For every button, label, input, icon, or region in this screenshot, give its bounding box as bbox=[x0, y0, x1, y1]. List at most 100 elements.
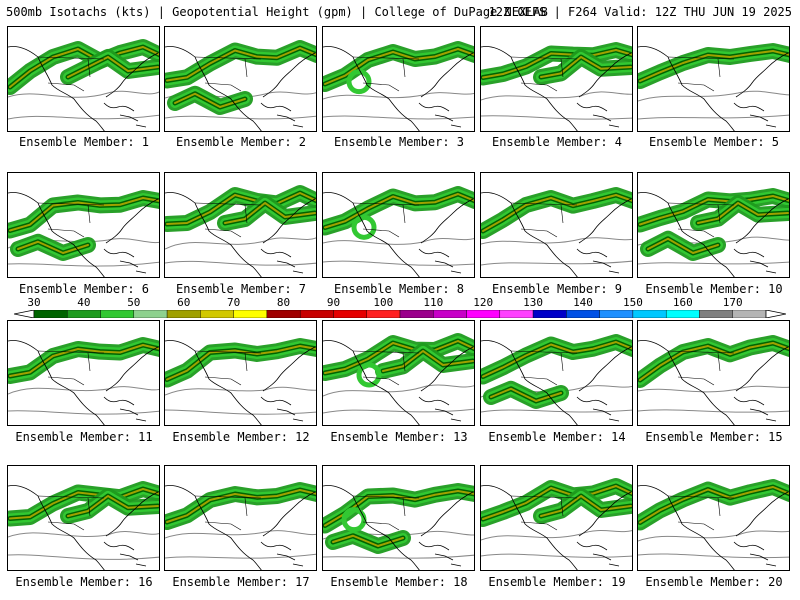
jet-stream bbox=[638, 335, 789, 388]
height-contours bbox=[323, 237, 474, 266]
ensemble-member-label: Ensemble Member: 17 bbox=[172, 575, 310, 589]
coastlines bbox=[8, 340, 159, 425]
jet-stream bbox=[323, 483, 474, 534]
jet-stream bbox=[638, 43, 789, 89]
scale-tick-label: 80 bbox=[276, 296, 291, 309]
ensemble-map-panel bbox=[164, 26, 317, 132]
coastlines bbox=[165, 485, 316, 570]
ensemble-member-label: Ensemble Member: 12 bbox=[172, 430, 310, 444]
jet-stream bbox=[533, 488, 632, 524]
closed-low-circulation bbox=[356, 362, 382, 388]
ensemble-member-label: Ensemble Member: 19 bbox=[488, 575, 626, 589]
ensemble-member-label: Ensemble Member: 4 bbox=[491, 135, 623, 149]
ensemble-member-label: Ensemble Member: 20 bbox=[645, 575, 783, 589]
jet-stream bbox=[10, 233, 96, 261]
scale-tick-label: 90 bbox=[326, 296, 341, 309]
ensemble-member-label: Ensemble Member: 9 bbox=[491, 282, 623, 296]
scale-tick-label: 140 bbox=[573, 296, 593, 309]
jet-stream bbox=[165, 40, 316, 89]
scale-tick-label: 150 bbox=[622, 296, 643, 309]
colorbar-swatch bbox=[366, 310, 401, 318]
ensemble-member-label: Ensemble Member: 14 bbox=[488, 430, 626, 444]
ensemble-map-panel bbox=[164, 172, 317, 278]
colorbar-swatch bbox=[499, 310, 534, 318]
colorbar-swatch bbox=[566, 310, 600, 318]
jet-stream bbox=[483, 380, 569, 409]
jet-stream bbox=[165, 185, 316, 232]
colorbar-swatch bbox=[433, 310, 467, 318]
colorbar-swatch bbox=[732, 310, 767, 318]
coastlines bbox=[8, 192, 159, 277]
jet-stream bbox=[167, 85, 253, 115]
colorbar-swatch bbox=[466, 310, 501, 318]
coastlines bbox=[638, 46, 789, 131]
jet-stream bbox=[217, 195, 316, 231]
coastlines bbox=[638, 485, 789, 570]
ensemble-map-panel bbox=[322, 172, 475, 278]
height-contours bbox=[481, 529, 632, 558]
height-contours bbox=[638, 530, 789, 559]
colorbar-swatch bbox=[699, 310, 733, 318]
scale-tick-label: 50 bbox=[127, 296, 141, 309]
ensemble-member-label: Ensemble Member: 16 bbox=[15, 575, 153, 589]
coastlines bbox=[323, 340, 474, 425]
jet-stream bbox=[638, 479, 789, 531]
scale-tick-label: 60 bbox=[177, 296, 191, 309]
ensemble-map-panel bbox=[322, 465, 475, 571]
jet-stream bbox=[8, 337, 159, 384]
ensemble-member-label: Ensemble Member: 1 bbox=[18, 135, 150, 149]
jet-stream bbox=[323, 186, 474, 236]
ensemble-member-label: Ensemble Member: 7 bbox=[175, 282, 307, 296]
ensemble-member-label: Ensemble Member: 5 bbox=[648, 135, 780, 149]
colorbar-swatch bbox=[665, 310, 700, 318]
jet-stream bbox=[638, 188, 789, 233]
coastlines bbox=[165, 340, 316, 425]
scale-tick-label: 70 bbox=[227, 296, 241, 309]
ensemble-map-panel bbox=[480, 172, 633, 278]
ensemble-map-panel bbox=[480, 26, 633, 132]
height-contours bbox=[165, 237, 316, 266]
ensemble-map-panel bbox=[637, 465, 790, 571]
colorbar-swatch bbox=[67, 310, 101, 318]
scale-tick-label: 110 bbox=[423, 296, 444, 309]
colorbar-swatch bbox=[133, 310, 168, 318]
coastlines bbox=[8, 46, 159, 131]
jet-stream bbox=[533, 49, 632, 85]
height-contours bbox=[638, 385, 789, 413]
closed-low-circulation bbox=[346, 69, 372, 95]
height-contours bbox=[638, 90, 789, 120]
coastlines bbox=[481, 485, 632, 570]
run-valid-time: 12Z GEFS | F264 Valid: 12Z THU JUN 19 20… bbox=[488, 5, 792, 19]
jet-stream bbox=[165, 482, 316, 530]
height-contours bbox=[323, 92, 474, 120]
ensemble-map-panel bbox=[164, 320, 317, 426]
product-title: 500mb Isotachs (kts) | Geopotential Heig… bbox=[6, 5, 548, 19]
colorbar-swatch bbox=[632, 310, 667, 318]
jet-stream bbox=[481, 478, 632, 527]
ensemble-map-panel bbox=[7, 26, 160, 132]
colorbar-swatch bbox=[200, 310, 234, 318]
colorbar-swatch bbox=[233, 310, 268, 318]
coastlines bbox=[638, 192, 789, 277]
colorbar-swatch bbox=[333, 310, 367, 318]
jet-stream bbox=[323, 41, 474, 92]
ensemble-map-panel bbox=[637, 26, 790, 132]
scale-tick-label: 30 bbox=[27, 296, 41, 309]
ensemble-member-label: Ensemble Member: 13 bbox=[330, 430, 468, 444]
ensemble-map-panel bbox=[164, 465, 317, 571]
height-contours bbox=[481, 237, 632, 266]
jet-stream bbox=[375, 343, 474, 379]
colorbar-swatch bbox=[399, 310, 434, 318]
ensemble-map-panel bbox=[322, 26, 475, 132]
jet-stream bbox=[8, 39, 159, 95]
colorbar-left-arrow bbox=[14, 310, 35, 318]
jet-stream bbox=[325, 527, 411, 554]
coastlines bbox=[638, 340, 789, 425]
jet-stream bbox=[8, 481, 159, 527]
ensemble-map-panel bbox=[637, 172, 790, 278]
ensemble-map-panel bbox=[7, 320, 160, 426]
colorbar-swatch bbox=[166, 310, 201, 318]
jet-stream bbox=[323, 333, 474, 381]
jet-stream bbox=[60, 488, 159, 524]
jet-stream bbox=[481, 42, 632, 86]
